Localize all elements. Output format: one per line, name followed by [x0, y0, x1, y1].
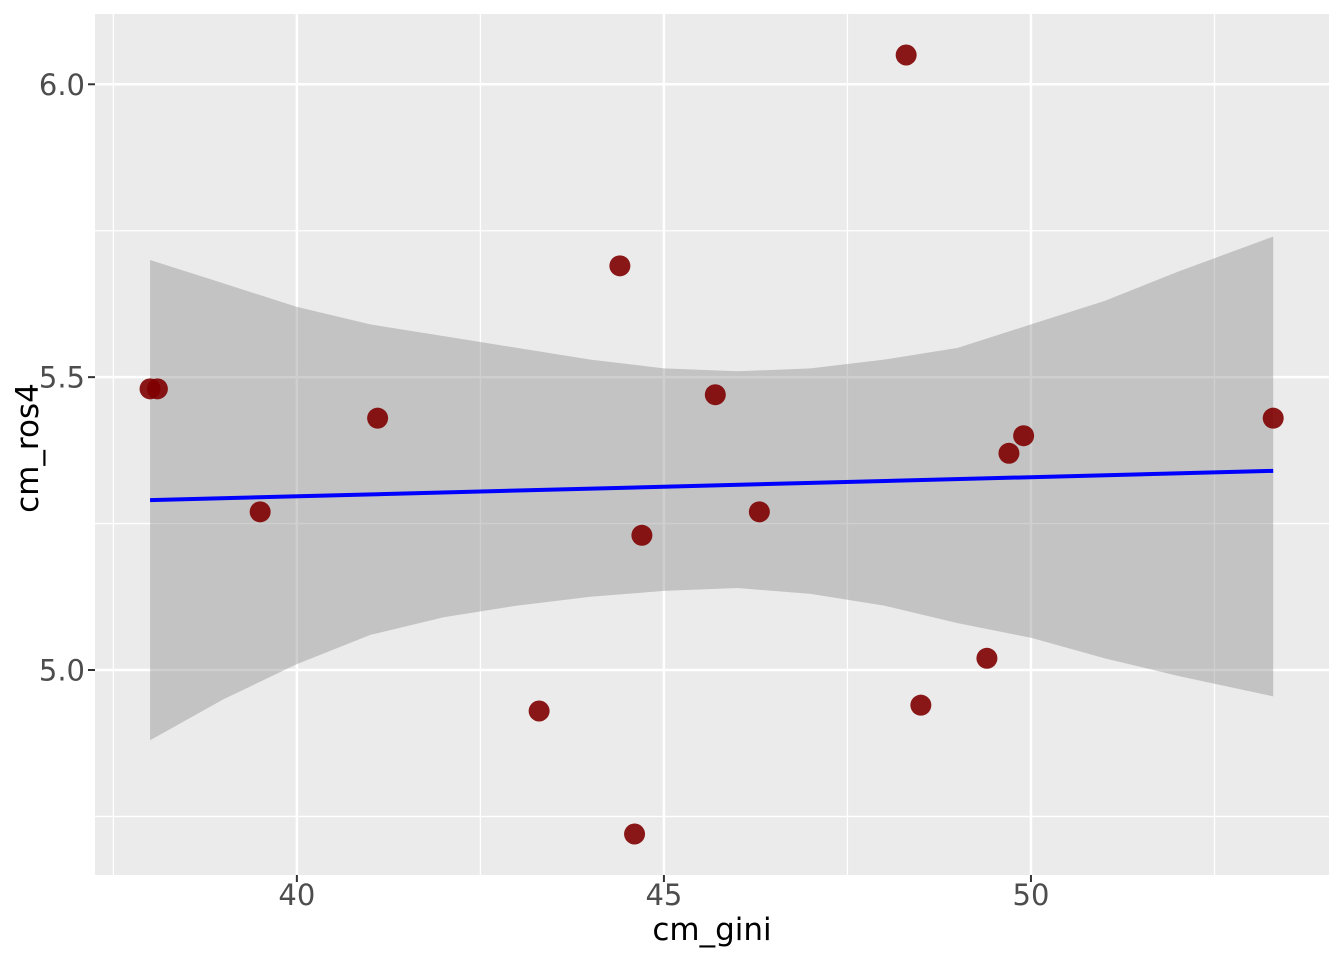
data-point [976, 647, 998, 669]
data-point [910, 694, 932, 716]
x-axis-title: cm_gini [652, 912, 771, 948]
data-point [609, 255, 631, 277]
regression-line-segment [150, 468, 1274, 503]
data-point [704, 384, 726, 406]
x-tick-labels: 40 45 50 [278, 878, 1049, 912]
axis-tick-marks [88, 83, 1032, 882]
confidence-band [150, 236, 1274, 741]
major-gridlines [95, 14, 1329, 875]
y-tick-label: 6.0 [39, 68, 85, 102]
data-point [895, 44, 917, 66]
regression-line [150, 468, 1274, 503]
data-point [748, 501, 770, 523]
data-point [998, 442, 1020, 464]
y-tick-label: 5.5 [39, 361, 85, 395]
confidence-band-area [150, 236, 1274, 741]
data-point [1262, 407, 1284, 429]
panel-background [95, 14, 1329, 875]
x-tick-label: 50 [1013, 878, 1050, 912]
data-point [528, 700, 550, 722]
data-points [139, 44, 1284, 845]
data-point [249, 501, 271, 523]
y-tick-label: 5.0 [39, 654, 85, 688]
x-tick-label: 40 [278, 878, 315, 912]
data-point [367, 407, 389, 429]
y-tick-labels: 5.0 5.5 6.0 [39, 68, 85, 688]
data-point [631, 524, 653, 546]
data-point [624, 823, 646, 845]
data-point [146, 378, 168, 400]
minor-gridlines [95, 14, 1329, 875]
y-axis-title: cm_ros4 [10, 383, 46, 513]
x-tick-label: 45 [645, 878, 682, 912]
data-point [1013, 425, 1035, 447]
